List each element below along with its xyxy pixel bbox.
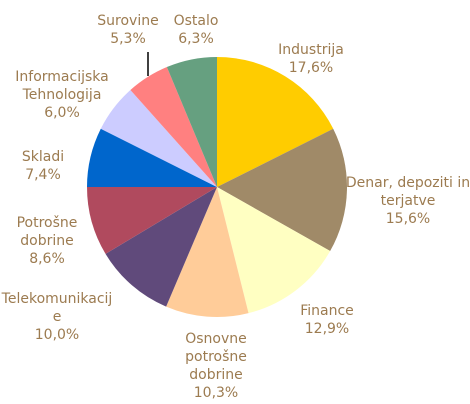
category-label: Informacijska Tehnologija	[15, 69, 109, 103]
value-label: 8,6%	[29, 251, 65, 267]
slice-label: Surovine 5,3%	[88, 12, 168, 48]
category-label: Osnovne potrošne dobrine	[185, 331, 247, 383]
slice-label: Informacijska Tehnologija 6,0%	[2, 68, 122, 122]
category-label: Potrošne dobrine	[16, 215, 78, 249]
pie-slice	[217, 57, 334, 187]
pie-slice	[217, 128, 347, 252]
value-label: 5,3%	[110, 31, 146, 47]
pie-slice	[166, 187, 249, 317]
pie-slice	[105, 187, 217, 307]
slice-label: Skladi 7,4%	[3, 148, 83, 184]
slice-label: Potrošne dobrine 8,6%	[7, 214, 87, 268]
value-label: 7,4%	[25, 167, 61, 183]
category-label: Skladi	[21, 149, 65, 165]
value-label: 10,3%	[193, 385, 239, 401]
value-label: 17,6%	[288, 60, 334, 76]
slice-label: Osnovne potrošne dobrine 10,3%	[171, 330, 261, 402]
value-label: 12,9%	[304, 321, 350, 337]
slice-label: Ostalo 6,3%	[166, 12, 226, 48]
pie-slice	[87, 187, 217, 254]
pie-slice	[100, 90, 217, 187]
category-label: Denar, depoziti in terjatve	[345, 175, 470, 209]
pie-slice	[166, 57, 217, 187]
value-label: 10,0%	[34, 327, 80, 343]
value-label: 15,6%	[385, 211, 431, 227]
slice-label: Industrija 17,6%	[261, 41, 361, 77]
slice-label: Finance 12,9%	[287, 302, 367, 338]
pie-slice	[87, 128, 217, 187]
category-label: Ostalo	[173, 13, 219, 29]
category-label: Telekomunikacije	[1, 291, 113, 325]
pie-slice	[217, 187, 331, 314]
slice-label: Telekomunikacije 10,0%	[1, 290, 113, 344]
slice-label: Denar, depoziti in terjatve 15,6%	[346, 174, 470, 228]
value-label: 6,3%	[178, 31, 214, 47]
pie-slice	[130, 67, 217, 187]
category-label: Industrija	[278, 42, 344, 58]
value-label: 6,0%	[44, 105, 80, 121]
category-label: Finance	[300, 303, 354, 319]
category-label: Surovine	[97, 13, 159, 29]
